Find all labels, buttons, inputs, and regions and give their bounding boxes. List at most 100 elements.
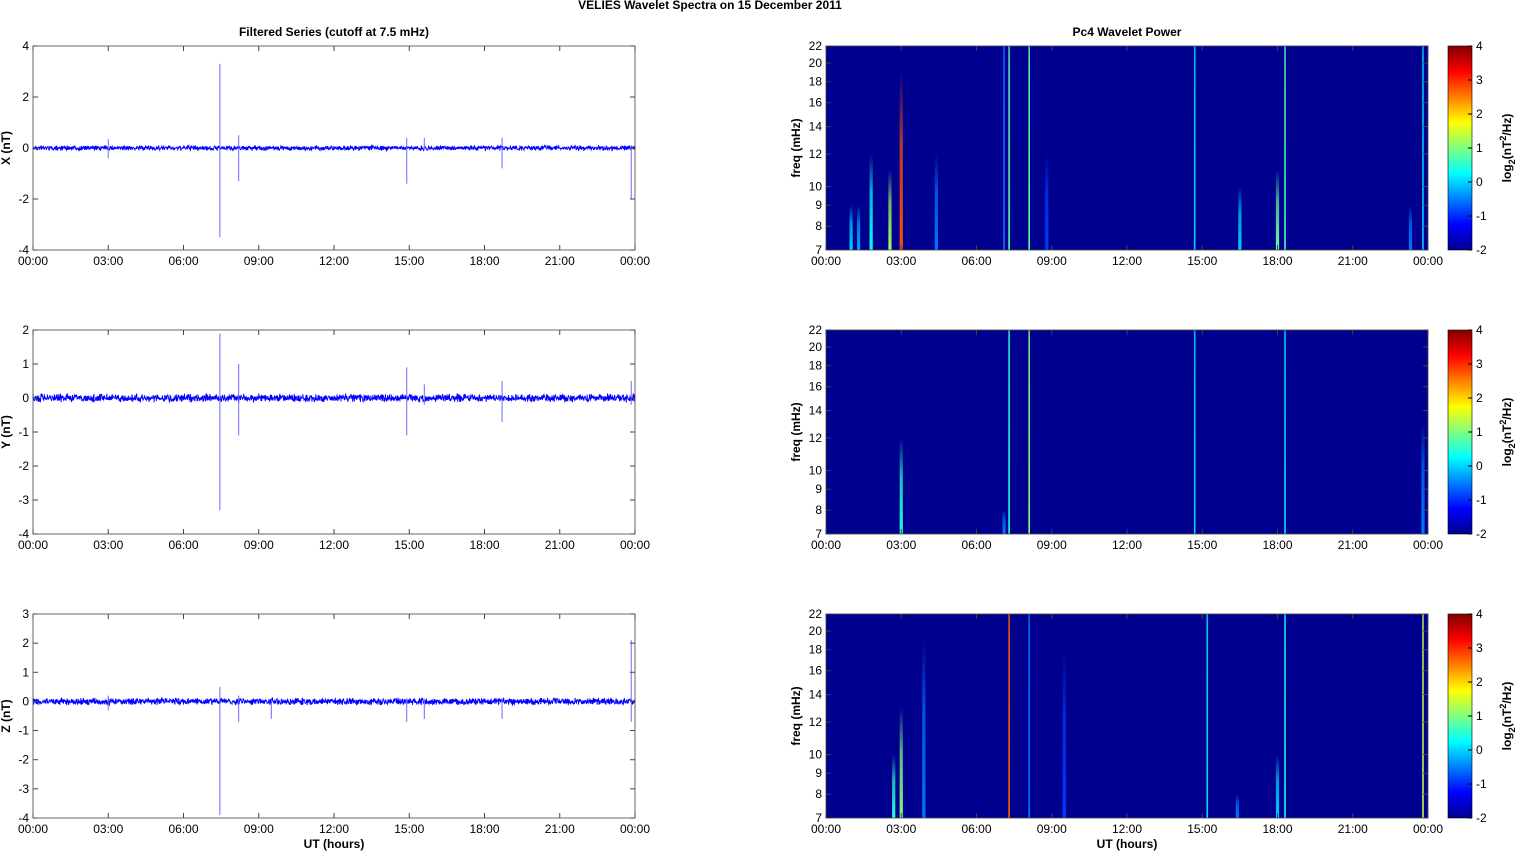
series-panel-1: 00:00 03:00 06:00 09:00 12:00 15:00 18:00 21:00…: [0, 25, 650, 268]
heatmap-background: [826, 614, 1428, 818]
signal-line: [32, 696, 636, 707]
x-tick-label: 00:00: [811, 254, 841, 268]
x-tick-label: 21:00: [1338, 254, 1368, 268]
wavelet-power-streak: [1028, 614, 1030, 818]
y-tick-label: 2: [22, 636, 29, 650]
heatmap-background: [826, 330, 1428, 534]
signal-line: [32, 392, 636, 404]
y-tick-label: -3: [18, 782, 29, 796]
y-tick-label: 8: [815, 219, 822, 233]
figure-title: VELIES Wavelet Spectra on 15 December 20…: [578, 0, 842, 12]
x-tick-label: 06:00: [168, 822, 198, 836]
y-tick-label: 12: [809, 715, 823, 729]
wavelet-power-streak: [892, 754, 896, 818]
y-axis-label: Z (nT): [0, 699, 13, 732]
y-tick-label: 7: [815, 527, 822, 541]
x-tick-label: 15:00: [394, 254, 424, 268]
wavelet-power-streak: [899, 707, 903, 818]
y-tick-label: 3: [22, 607, 29, 621]
y-tick-label: -4: [18, 243, 29, 257]
wavelet-power-streak: [922, 640, 926, 818]
x-tick-label: 00:00: [811, 822, 841, 836]
colorbar-tick-label: 0: [1476, 459, 1483, 473]
wavelet-power-streak: [1008, 330, 1010, 534]
x-tick-label: 00:00: [18, 822, 48, 836]
y-tick-label: 10: [809, 463, 823, 477]
y-tick-label: -2: [18, 753, 29, 767]
plot-area: [33, 330, 635, 534]
y-tick-label: 9: [815, 766, 822, 780]
colorbar-tick-label: -2: [1476, 527, 1487, 541]
wavelet-power-streak: [1003, 46, 1005, 250]
y-tick-label: 0: [22, 391, 29, 405]
y-tick-label: 18: [809, 643, 823, 657]
colorbar-tick-label: 2: [1476, 107, 1483, 121]
x-tick-label: 00:00: [811, 538, 841, 552]
colorbar-tick-label: 4: [1476, 323, 1483, 337]
colorbar-tick-label: -1: [1476, 777, 1487, 791]
y-tick-label: 7: [815, 811, 822, 825]
x-tick-label: 06:00: [168, 254, 198, 268]
wavelet-power-streak: [1275, 169, 1280, 250]
y-tick-label: 2: [22, 323, 29, 337]
x-tick-label: 00:00: [18, 254, 48, 268]
y-axis-label: freq (mHz): [789, 402, 803, 461]
colorbar-tick-label: 2: [1476, 675, 1483, 689]
y-tick-label: -4: [18, 811, 29, 825]
x-tick-label: 15:00: [394, 822, 424, 836]
x-tick-label: 12:00: [1112, 254, 1142, 268]
wavelet-panel-3: -2-101234log2(nT2/Hz)00:0003:0006:0009:0…: [789, 607, 1515, 851]
x-tick-label: 00:00: [620, 254, 650, 268]
y-tick-label: 12: [809, 431, 823, 445]
x-tick-label: 03:00: [93, 538, 123, 552]
y-tick-label: 22: [809, 39, 823, 53]
y-tick-label: 10: [809, 179, 823, 193]
y-tick-label: 2: [22, 90, 29, 104]
colorbar-label: log2(nT2/Hz): [1498, 114, 1515, 183]
y-tick-label: 12: [809, 147, 823, 161]
y-tick-label: 16: [809, 664, 823, 678]
wavelet-power-streak: [1193, 330, 1196, 534]
y-tick-label: 9: [815, 482, 822, 496]
x-tick-label: 06:00: [961, 538, 991, 552]
x-tick-label: 03:00: [886, 538, 916, 552]
y-tick-label: 1: [22, 357, 29, 371]
colorbar-tick-label: -1: [1476, 493, 1487, 507]
panel-title: Pc4 Wavelet Power: [1073, 25, 1182, 39]
y-tick-label: 16: [809, 96, 823, 110]
plot-area: [33, 614, 635, 818]
wavelet-power-streak: [1284, 330, 1286, 534]
y-tick-label: 20: [809, 56, 823, 70]
colorbar-tick-label: 1: [1476, 141, 1483, 155]
y-tick-label: 20: [809, 340, 823, 354]
y-axis-label: freq (mHz): [789, 686, 803, 745]
x-tick-label: 09:00: [244, 822, 274, 836]
y-tick-label: 10: [809, 747, 823, 761]
y-tick-label: 18: [809, 75, 823, 89]
y-tick-label: 9: [815, 198, 822, 212]
y-tick-label: 22: [809, 607, 823, 621]
y-tick-label: -1: [18, 425, 29, 439]
y-tick-label: 4: [22, 39, 29, 53]
x-tick-label: 15:00: [1187, 538, 1217, 552]
x-tick-label: 12:00: [1112, 538, 1142, 552]
wavelet-power-streak: [1008, 614, 1010, 818]
colorbar-tick-label: 0: [1476, 175, 1483, 189]
y-tick-label: 14: [809, 688, 823, 702]
y-axis-label: Y (nT): [0, 415, 13, 449]
colorbar-tick-label: -2: [1476, 243, 1487, 257]
wavelet-power-streak: [1284, 614, 1286, 818]
x-axis-label: UT (hours): [304, 837, 365, 851]
x-tick-label: 15:00: [1187, 822, 1217, 836]
wavelet-power-streak: [934, 153, 938, 250]
wavelet-power-streak: [1238, 186, 1242, 250]
wavelet-power-streak: [1422, 614, 1424, 818]
x-tick-label: 12:00: [319, 822, 349, 836]
y-tick-label: 0: [22, 141, 29, 155]
x-tick-label: 03:00: [93, 822, 123, 836]
wavelet-power-streak: [888, 169, 892, 250]
x-tick-label: 00:00: [1413, 254, 1443, 268]
x-tick-label: 03:00: [93, 254, 123, 268]
x-tick-label: 15:00: [1187, 254, 1217, 268]
colorbar-tick-label: 3: [1476, 357, 1483, 371]
